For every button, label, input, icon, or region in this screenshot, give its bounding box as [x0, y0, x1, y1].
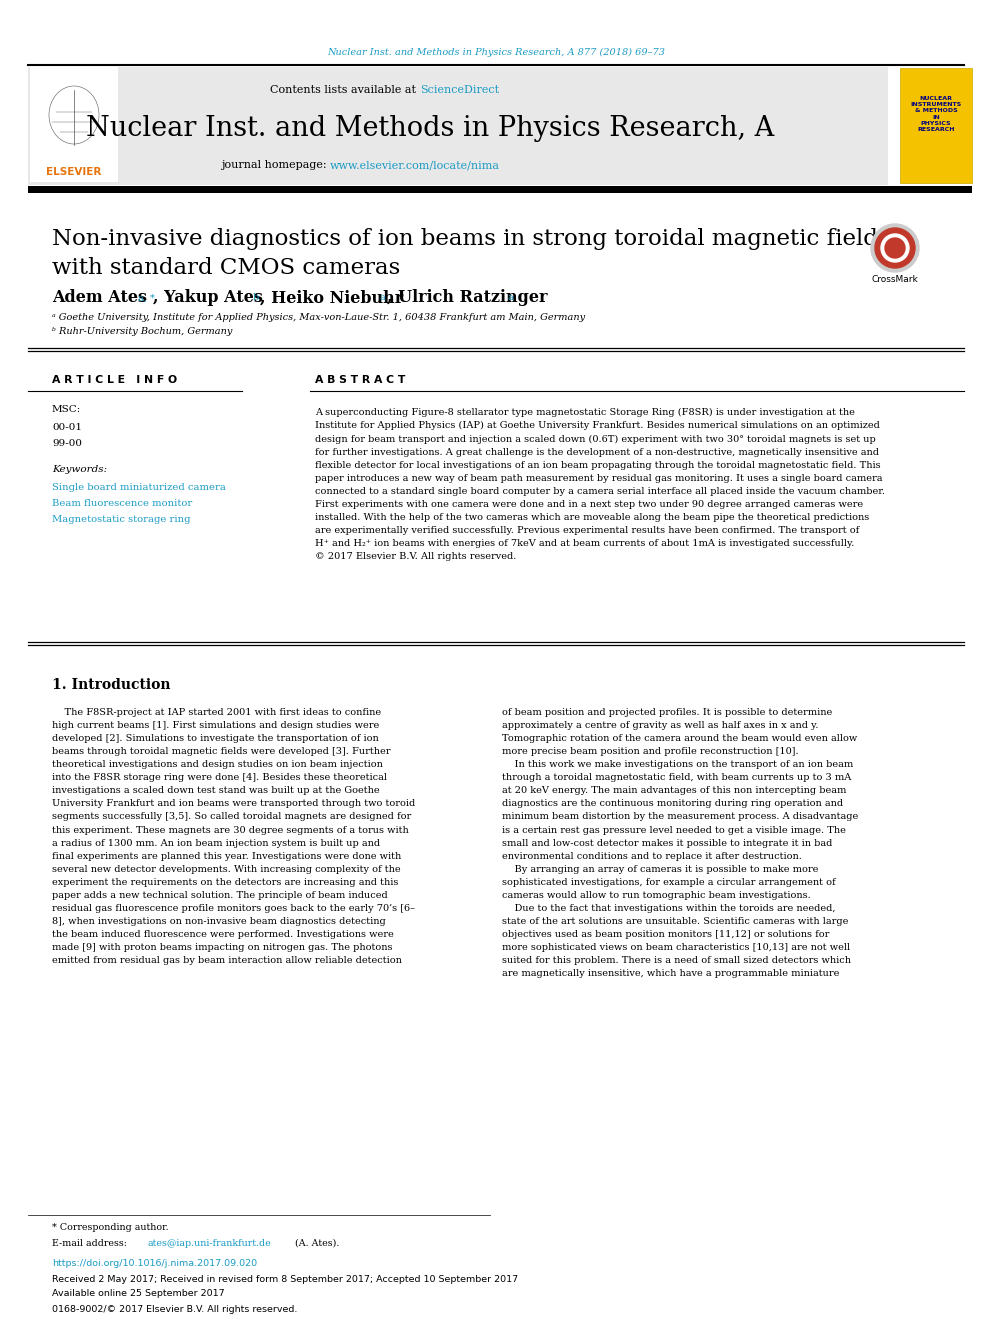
Bar: [30, 67, 118, 183]
Text: , Yakup Ates: , Yakup Ates: [153, 290, 263, 307]
Text: ScienceDirect: ScienceDirect: [420, 85, 499, 95]
Text: * Corresponding author.: * Corresponding author.: [52, 1224, 169, 1233]
Text: b: b: [253, 294, 259, 303]
Text: Single board miniaturized camera: Single board miniaturized camera: [52, 483, 226, 492]
Text: 1. Introduction: 1. Introduction: [52, 677, 171, 692]
Text: journal homepage:: journal homepage:: [221, 160, 330, 169]
Text: ELSEVIER: ELSEVIER: [47, 167, 102, 177]
Text: ates@iap.uni-frankfurt.de: ates@iap.uni-frankfurt.de: [148, 1238, 272, 1248]
Text: a: a: [380, 294, 386, 303]
Text: Magnetostatic storage ring: Magnetostatic storage ring: [52, 515, 190, 524]
Text: Received 2 May 2017; Received in revised form 8 September 2017; Accepted 10 Sept: Received 2 May 2017; Received in revised…: [52, 1274, 518, 1283]
Circle shape: [881, 234, 909, 262]
Text: Nuclear Inst. and Methods in Physics Research, A: Nuclear Inst. and Methods in Physics Res…: [86, 115, 774, 142]
Text: The F8SR-project at IAP started 2001 with first ideas to confine
high current be: The F8SR-project at IAP started 2001 wit…: [52, 708, 416, 966]
Text: Beam fluorescence monitor: Beam fluorescence monitor: [52, 499, 192, 508]
Text: a, *: a, *: [138, 294, 155, 303]
Bar: [28, 187, 972, 193]
Text: 00-01: 00-01: [52, 422, 82, 431]
Text: , Ulrich Ratzinger: , Ulrich Ratzinger: [387, 290, 548, 307]
Text: Contents lists available at: Contents lists available at: [271, 85, 420, 95]
Text: of beam position and projected profiles. It is possible to determine
approximate: of beam position and projected profiles.…: [502, 708, 858, 978]
Text: Nuclear Inst. and Methods in Physics Research, A 877 (2018) 69–73: Nuclear Inst. and Methods in Physics Res…: [327, 48, 665, 57]
Text: A B S T R A C T: A B S T R A C T: [315, 374, 406, 385]
Circle shape: [885, 238, 905, 258]
Text: NUCLEAR
INSTRUMENTS
& METHODS
IN
PHYSICS
RESEARCH: NUCLEAR INSTRUMENTS & METHODS IN PHYSICS…: [911, 97, 961, 132]
Text: https://doi.org/10.1016/j.nima.2017.09.020: https://doi.org/10.1016/j.nima.2017.09.0…: [52, 1259, 257, 1269]
Text: A R T I C L E   I N F O: A R T I C L E I N F O: [52, 374, 178, 385]
Circle shape: [871, 224, 919, 273]
Text: Non-invasive diagnostics of ion beams in strong toroidal magnetic fields
with st: Non-invasive diagnostics of ion beams in…: [52, 228, 890, 279]
Circle shape: [875, 228, 915, 269]
Text: a: a: [508, 294, 514, 303]
Bar: [900, 67, 972, 183]
Text: Available online 25 September 2017: Available online 25 September 2017: [52, 1290, 224, 1298]
Text: ᵃ Goethe University, Institute for Applied Physics, Max-von-Laue-Str. 1, 60438 F: ᵃ Goethe University, Institute for Appli…: [52, 312, 585, 321]
Text: 0168-9002/© 2017 Elsevier B.V. All rights reserved.: 0168-9002/© 2017 Elsevier B.V. All right…: [52, 1304, 298, 1314]
Text: ᵇ Ruhr-University Bochum, Germany: ᵇ Ruhr-University Bochum, Germany: [52, 328, 232, 336]
Text: 99-00: 99-00: [52, 439, 82, 448]
Text: , Heiko Niebuhr: , Heiko Niebuhr: [260, 290, 404, 307]
Text: A superconducting Figure-8 stellarator type magnetostatic Storage Ring (F8SR) is: A superconducting Figure-8 stellarator t…: [315, 407, 885, 561]
Text: Keywords:: Keywords:: [52, 466, 107, 475]
Text: www.elsevier.com/locate/nima: www.elsevier.com/locate/nima: [330, 160, 500, 169]
Text: CrossMark: CrossMark: [872, 275, 919, 284]
Text: E-mail address:: E-mail address:: [52, 1238, 130, 1248]
Text: MSC:: MSC:: [52, 406, 81, 414]
Text: Adem Ates: Adem Ates: [52, 290, 147, 307]
Text: (A. Ates).: (A. Ates).: [292, 1238, 339, 1248]
Bar: [28, 67, 888, 185]
